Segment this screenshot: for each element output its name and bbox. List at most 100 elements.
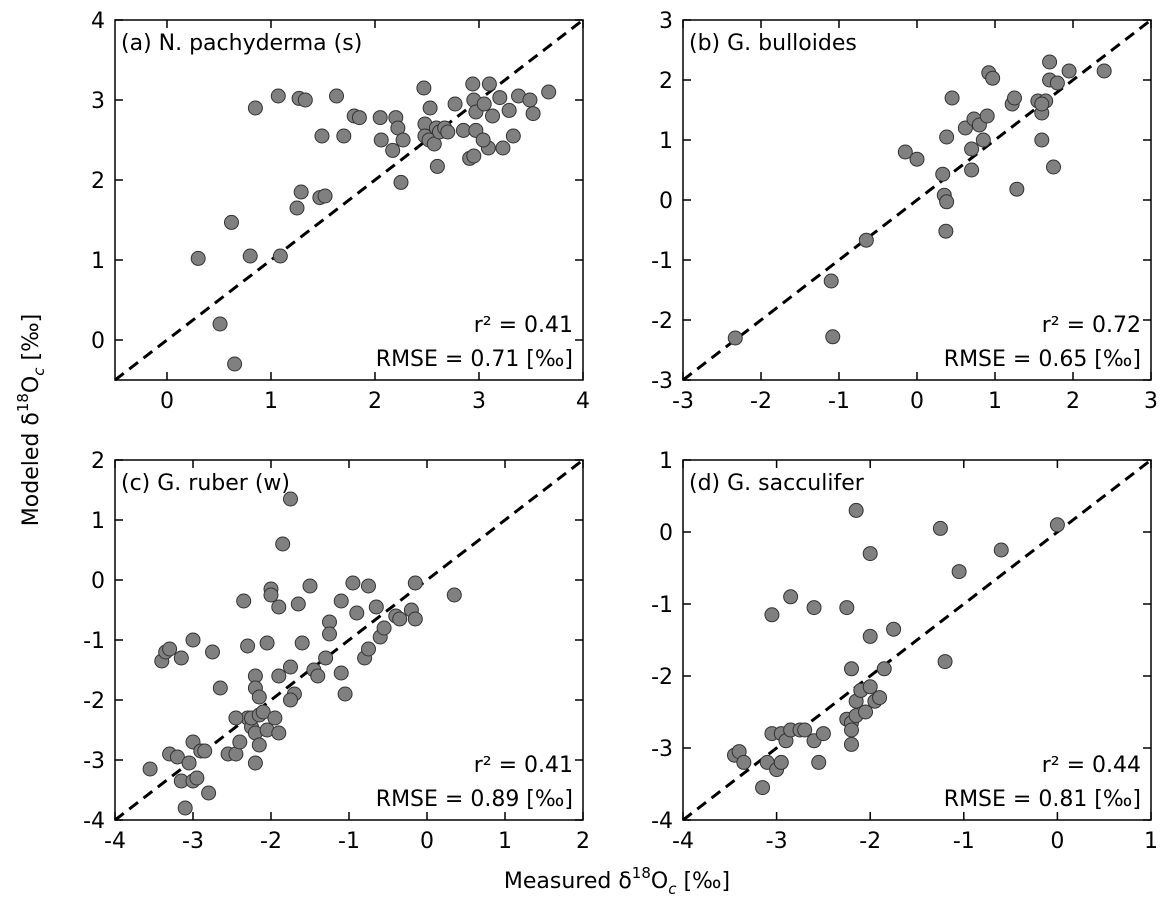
point (361, 578, 376, 594)
point (993, 542, 1009, 558)
plot-frame (114, 19, 584, 381)
point (142, 761, 158, 777)
annotation: RMSE = 0.71 [‰] (376, 347, 573, 372)
point (169, 749, 185, 765)
y-tick-label: 3 (659, 9, 673, 34)
point (727, 330, 743, 346)
point (345, 575, 361, 591)
point (1042, 54, 1058, 70)
point (271, 599, 287, 615)
point (297, 92, 313, 108)
point (1049, 517, 1065, 533)
point (275, 536, 291, 552)
point (964, 141, 980, 157)
y-tick-label: 0 (659, 189, 673, 214)
point (541, 84, 557, 100)
point (465, 76, 481, 92)
point (270, 88, 286, 104)
panel-title: (c) G. ruber (w) (121, 471, 290, 496)
point (1009, 181, 1025, 197)
point (361, 641, 376, 657)
point (322, 626, 337, 642)
point (329, 88, 345, 104)
point (939, 129, 955, 145)
point (843, 722, 859, 738)
point (351, 110, 367, 126)
x-tick-label: 1 (988, 389, 1002, 414)
x-tick-label: -2 (260, 829, 282, 854)
point (376, 620, 392, 636)
point (407, 575, 423, 591)
point (271, 668, 287, 684)
point (938, 223, 954, 239)
one-to-one-line (114, 18, 584, 382)
y-tick-label: 1 (91, 249, 105, 274)
point (197, 743, 213, 759)
point (272, 248, 288, 264)
x-tick-label: 3 (1144, 389, 1158, 414)
point (247, 755, 263, 771)
point (862, 628, 878, 644)
panel: 0 1 2 3 4 0 1 2 3 4 (a) N. pachyderma (s) r² = 0.41… (91, 9, 590, 414)
x-tick-label: 0 (1050, 829, 1064, 854)
y-tick-label: -3 (83, 749, 105, 774)
y-tick-label: 0 (91, 569, 105, 594)
point (395, 132, 411, 148)
point (862, 679, 878, 695)
plot-frame (682, 459, 1152, 821)
x-tick-label: -4 (104, 829, 126, 854)
point (909, 151, 925, 167)
point (736, 754, 752, 770)
annotation: RMSE = 0.65 [‰] (944, 347, 1141, 372)
point (290, 596, 306, 612)
point (336, 128, 352, 144)
point (393, 174, 409, 190)
x-tick-label: -1 (953, 829, 975, 854)
point (1046, 159, 1061, 175)
y-tick-label: -2 (651, 309, 673, 334)
point (251, 737, 267, 753)
point (476, 96, 492, 112)
point (267, 710, 283, 726)
point (815, 726, 831, 742)
x-tick-label: -2 (859, 829, 881, 854)
point (481, 76, 497, 92)
x-tick-label: -3 (766, 829, 788, 854)
point (259, 635, 275, 651)
x-tick-label: 4 (576, 389, 590, 414)
point (190, 250, 206, 266)
point (839, 600, 855, 616)
x-tick-label: 0 (420, 829, 434, 854)
label-part: [‰] (19, 314, 44, 368)
point (240, 638, 256, 654)
point (212, 316, 228, 332)
point (773, 754, 789, 770)
y-tick-label: -1 (651, 249, 673, 274)
y-tick-label: 2 (91, 449, 105, 474)
point (862, 546, 878, 562)
point (255, 704, 271, 720)
point (825, 329, 841, 345)
y-tick-label: 2 (91, 169, 105, 194)
panel: -3 -2 -1 0 1 2 3 -3 -2 -1 0 1 2 3 (b) G. bulloides r² =… (651, 9, 1158, 414)
point (932, 520, 948, 536)
point (806, 600, 822, 616)
x-tick-label: -2 (750, 389, 772, 414)
point (811, 754, 827, 770)
point (525, 106, 541, 122)
y-tick-label: -4 (651, 809, 673, 834)
x-tick-label: 2 (368, 389, 382, 414)
x-tick-label: 0 (910, 389, 924, 414)
point (848, 502, 864, 518)
point (333, 593, 349, 609)
point (447, 96, 463, 112)
y-tick-label: 1 (659, 129, 673, 154)
point (181, 755, 197, 771)
x-tick-label: 0 (160, 389, 174, 414)
point (247, 100, 263, 116)
point (263, 587, 279, 603)
point (876, 661, 892, 677)
point (289, 200, 305, 216)
point (985, 70, 1001, 86)
point (1061, 63, 1077, 79)
